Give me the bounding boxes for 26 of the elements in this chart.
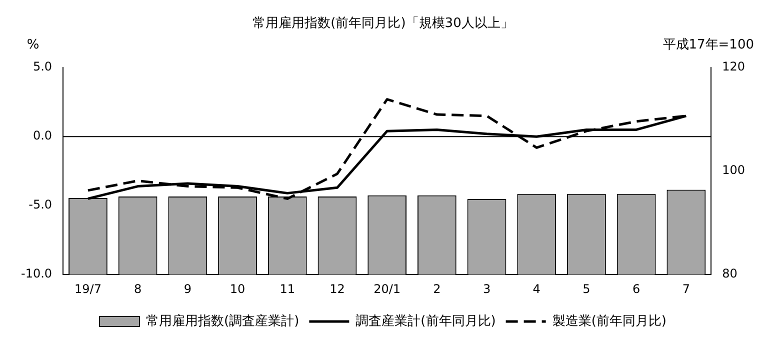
y-tick-label: 0.0 — [32, 128, 52, 143]
y2-axis-title: 平成17年=100 — [662, 37, 754, 52]
y2-tick-label: 120 — [722, 60, 745, 74]
y2-tick-label: 80 — [722, 266, 738, 281]
chart-title: 常用雇用指数(前年同月比)「規模30人以上」 — [252, 15, 514, 32]
y2-tick-label: 100 — [722, 163, 745, 178]
y-tick-label: -5.0 — [28, 198, 52, 212]
x-tick-label: 7 — [682, 282, 690, 296]
x-tick-label: 20/1 — [374, 282, 401, 296]
x-tick-label: 12 — [330, 282, 345, 296]
y-tick-label: 5.0 — [32, 60, 52, 74]
x-tick-label: 8 — [134, 282, 142, 296]
x-tick-label: 10 — [230, 282, 246, 296]
x-tick-label: 5 — [582, 282, 590, 296]
x-tick-label: 19/7 — [74, 282, 102, 296]
legend-label: 常用雇用指数(調査産業計) — [146, 312, 300, 329]
x-tick-label: 6 — [632, 282, 640, 296]
y-axis-title: % — [26, 37, 40, 52]
x-tick-label: 9 — [184, 282, 192, 296]
x-tick-label: 4 — [532, 282, 540, 296]
legend-label: 製造業(前年同月比) — [552, 314, 666, 329]
x-tick-label: 3 — [482, 282, 491, 296]
x-tick-label: 11 — [280, 282, 296, 296]
x-tick-label: 2 — [433, 282, 441, 296]
legend-label: 調査産業計(前年同月比) — [356, 312, 496, 329]
y-tick-label: -10.0 — [20, 266, 52, 281]
